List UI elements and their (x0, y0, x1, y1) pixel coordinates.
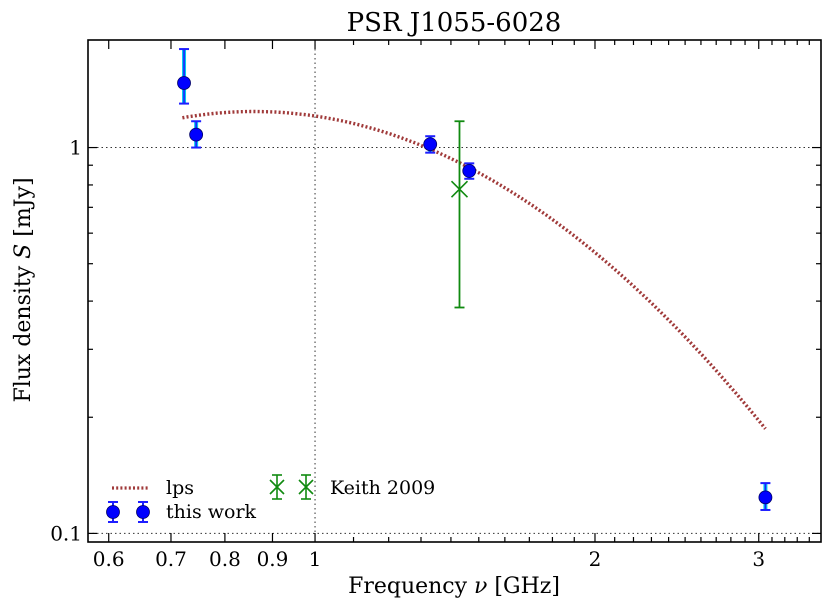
this-work-point (462, 163, 477, 178)
x-axis-label: Frequency ν [GHz] (348, 574, 560, 599)
legend-keith-2009-swatch (269, 474, 314, 500)
x-tick-label: 0.9 (257, 547, 289, 571)
y-tick-label: 0.1 (50, 521, 82, 545)
x-tick-label: 3 (752, 547, 765, 571)
x-tick-label: 2 (589, 547, 602, 571)
chart-title: PSR J1055-6028 (347, 8, 562, 38)
axis-ticks: 0.6 0.7 0.8 0.9 1 2 3 0.1 1 (50, 40, 821, 571)
x-tick-label: 1 (309, 547, 322, 571)
legend-lps-label: lps (166, 477, 194, 499)
y-axis-label: Flux density S [mJy] (11, 177, 36, 402)
this-work-point (189, 127, 204, 142)
y-tick-label: 1 (69, 136, 82, 160)
plot-frame (87, 39, 822, 543)
legend-this-work-label: this work (166, 501, 257, 523)
legend: lps this work Keith 2009 (106, 474, 435, 523)
legend-keith-2009-label: Keith 2009 (330, 477, 435, 499)
this-work-point (758, 490, 773, 505)
this-work-point (177, 76, 191, 90)
legend-this-work-swatch (106, 501, 150, 523)
x-tick-label: 0.6 (93, 547, 125, 571)
x-tick-label: 0.7 (155, 547, 187, 571)
this-work-point (423, 137, 438, 152)
lps-curve (182, 109, 767, 430)
keith-2009-point (450, 180, 469, 198)
reference-lines (88, 40, 821, 542)
lps-curve-layer (182, 109, 767, 430)
data-points-layer (177, 48, 773, 511)
x-tick-label: 0.8 (209, 547, 241, 571)
